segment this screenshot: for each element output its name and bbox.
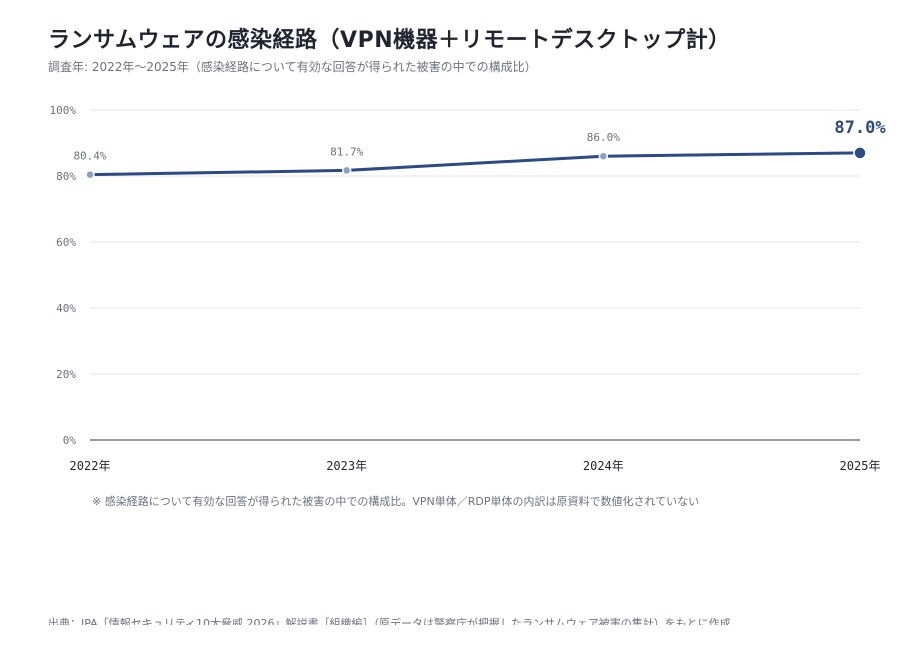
x-tick-label: 2023年 bbox=[326, 459, 367, 473]
x-axis-ticks: 2022年 2023年 2024年 2025年 bbox=[70, 459, 881, 473]
chart-note: ※ 感染経路について有効な回答が得られた被害の中での構成比。VPN単体／RDP単… bbox=[92, 495, 700, 508]
data-point bbox=[598, 151, 609, 161]
y-tick-label: 80% bbox=[56, 170, 76, 183]
data-label: 80.4% bbox=[73, 150, 106, 163]
data-label: 81.7% bbox=[330, 145, 363, 158]
source-credit: 出典：IPA「情報セキュリティ10大脅威 2026」解説書［組織編］（原データは… bbox=[48, 617, 731, 625]
y-tick-label: 0% bbox=[63, 434, 77, 447]
x-tick-label: 2024年 bbox=[583, 459, 624, 473]
chart-subtitle: 調査年: 2022年〜2025年（感染経路について有効な回答が得られた被害の中で… bbox=[48, 60, 537, 74]
y-tick-label: 20% bbox=[56, 368, 76, 381]
line-chart: 0%20%40%60%80%100% 2022年 2023年 2024年 2025年 … bbox=[50, 104, 887, 473]
y-tick-label: 100% bbox=[50, 104, 77, 117]
data-point-highlight bbox=[853, 146, 867, 160]
data-labels: 80.4% 81.7% 86.0% 87.0% bbox=[73, 118, 886, 163]
series-line bbox=[88, 151, 862, 177]
data-label-highlight: 87.0% bbox=[834, 118, 886, 138]
y-tick-label: 40% bbox=[56, 302, 76, 315]
y-axis-ticks: 0% 20% 40% 60% 80% 100% bbox=[50, 104, 77, 447]
data-point bbox=[341, 165, 352, 176]
gridlines bbox=[90, 109, 860, 441]
data-label: 86.0% bbox=[587, 131, 620, 144]
data-points bbox=[85, 146, 867, 180]
y-tick-label: 60% bbox=[56, 236, 76, 249]
x-tick-label: 2022年 bbox=[70, 459, 111, 473]
chart-title: ランサムウェアの感染経路（VPN機器＋リモートデスクトップ計） bbox=[48, 28, 731, 53]
x-tick-label: 2025年 bbox=[840, 459, 881, 473]
series-path bbox=[88, 151, 862, 177]
data-point bbox=[85, 169, 95, 180]
